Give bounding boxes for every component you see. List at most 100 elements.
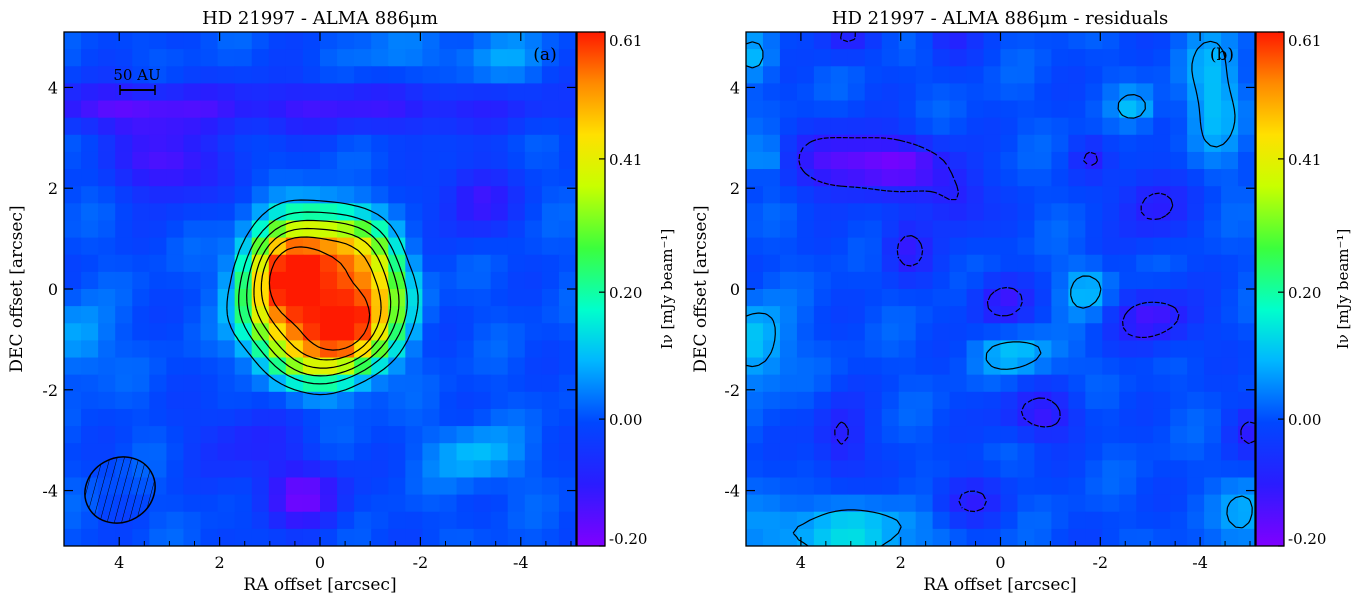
heatmap-cell <box>966 289 985 307</box>
heatmap-cell <box>1034 391 1052 410</box>
heatmap-cell <box>796 443 815 461</box>
heatmap-cell <box>149 511 167 530</box>
heatmap-cell <box>98 408 116 427</box>
heatmap-cell <box>507 169 526 187</box>
heatmap-cell <box>762 49 781 67</box>
heatmap-cell <box>1017 477 1036 496</box>
heatmap-cell <box>1119 169 1137 187</box>
heatmap-cell <box>881 66 900 84</box>
heatmap-cell <box>132 32 150 50</box>
heatmap-cell <box>1153 340 1171 359</box>
contours-a <box>226 199 419 396</box>
heatmap-cell <box>320 117 338 136</box>
heatmap-cell <box>473 117 492 136</box>
heatmap-cell <box>251 117 270 136</box>
heatmap-cell <box>1000 100 1019 119</box>
heatmap-cell <box>1000 340 1019 359</box>
heatmap-cell <box>200 271 219 290</box>
heatmap-cell <box>813 494 832 513</box>
heatmap-cell <box>779 511 798 530</box>
heatmap-cell <box>81 306 99 324</box>
heatmap-cell <box>234 151 253 170</box>
heatmap-cell <box>779 66 798 84</box>
heatmap-cell <box>132 134 150 153</box>
heatmap-cell <box>320 151 338 170</box>
heatmap-cell <box>864 134 883 153</box>
heatmap-cell <box>898 511 917 530</box>
heatmap-cell <box>81 340 99 359</box>
heatmap-cell <box>507 66 526 84</box>
heatmap-cell <box>830 289 849 307</box>
heatmap-cell <box>949 323 968 341</box>
heatmap-cell <box>115 117 133 136</box>
heatmap-cell <box>541 511 560 530</box>
x-tick-label: 2 <box>896 553 906 572</box>
heatmap-cell <box>966 408 985 427</box>
heatmap-cell <box>456 32 475 50</box>
heatmap-cell <box>132 528 150 546</box>
heatmap-cell <box>1085 117 1103 136</box>
heatmap-cell <box>1221 100 1239 119</box>
heatmap-cell <box>1238 100 1255 119</box>
heatmap-cell <box>847 340 866 359</box>
heatmap-cell <box>746 374 764 393</box>
heatmap-cell <box>830 426 849 444</box>
heatmap-cell <box>1221 151 1239 170</box>
heatmap-cell <box>302 169 321 187</box>
heatmap-cell <box>746 83 764 102</box>
heatmap-cell <box>166 528 185 546</box>
heatmap-cell <box>251 169 270 187</box>
heatmap-cell <box>524 32 543 50</box>
heatmap-cell <box>234 83 253 102</box>
heatmap-cell <box>149 340 167 359</box>
heatmap-cell <box>847 203 866 222</box>
heatmap-cell <box>1034 271 1052 290</box>
heatmap-cell <box>422 32 441 50</box>
heatmap-cell <box>268 460 287 479</box>
heatmap-cell <box>1017 66 1036 84</box>
heatmap-cell <box>983 100 1002 119</box>
heatmap-cell <box>524 528 543 546</box>
heatmap-cell <box>200 477 219 496</box>
heatmap-cell <box>746 49 764 67</box>
heatmap-cell <box>746 340 764 359</box>
heatmap-cell <box>915 117 934 136</box>
heatmap-cell <box>422 306 441 324</box>
heatmap-cell <box>490 83 509 102</box>
heatmap-cell <box>388 83 406 102</box>
heatmap-cell <box>81 83 99 102</box>
heatmap-cell <box>183 83 202 102</box>
heatmap-cell <box>320 271 338 290</box>
heatmap-cell <box>337 289 355 307</box>
heatmap-cell <box>1136 340 1154 359</box>
heatmap-cell <box>796 391 815 410</box>
heatmap-cell <box>81 528 99 546</box>
heatmap-cell <box>456 117 475 136</box>
heatmap-cell <box>371 494 389 513</box>
heatmap-cell <box>1085 340 1103 359</box>
heatmap-cell <box>864 528 883 546</box>
heatmap-cell <box>302 426 321 444</box>
heatmap-cell <box>830 134 849 153</box>
heatmap-cell <box>1068 271 1086 290</box>
heatmap-cell <box>1102 271 1120 290</box>
heatmap-cell <box>285 237 304 256</box>
heatmap-cell <box>490 306 509 324</box>
heatmap-cell <box>388 220 406 239</box>
heatmap-cell <box>1017 117 1036 136</box>
heatmap-cell <box>371 477 389 496</box>
heatmap-cell <box>507 460 526 479</box>
heatmap-cell <box>1051 443 1069 461</box>
heatmap-cell <box>217 237 236 256</box>
heatmap-cell <box>762 306 781 324</box>
heatmap-cell <box>1000 477 1019 496</box>
heatmap-cell <box>388 460 406 479</box>
heatmap-cell <box>796 237 815 256</box>
heatmap-cell <box>932 83 951 102</box>
contour-positive <box>268 246 371 351</box>
heatmap-cell <box>115 271 133 290</box>
heatmap-cell <box>1000 254 1019 273</box>
heatmap-cell <box>915 66 934 84</box>
heatmap-cell <box>132 271 150 290</box>
heatmap-cell <box>200 100 219 119</box>
